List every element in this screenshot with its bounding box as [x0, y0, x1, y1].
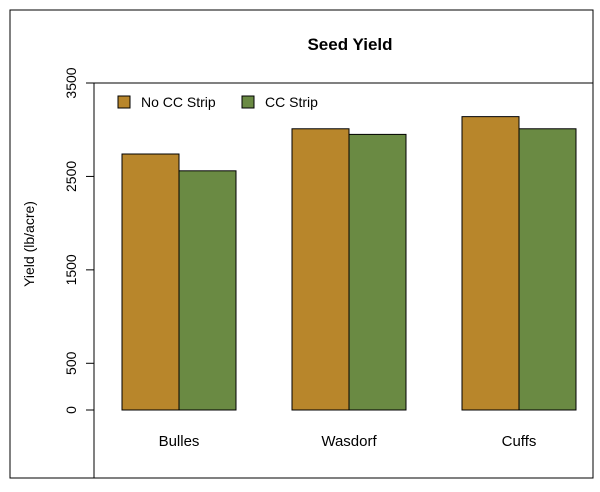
category-label: Wasdorf	[321, 433, 377, 450]
bar-cuffs-series-1	[518, 128, 577, 411]
bars-group	[121, 116, 577, 411]
legend-label: CC Strip	[265, 94, 318, 110]
bar-wasdorf-series-1	[348, 133, 407, 411]
bar-wasdorf-series-0	[291, 128, 350, 411]
chart-title: Seed Yield	[307, 35, 392, 54]
y-tick-label: 500	[63, 351, 79, 375]
bar-bulles-series-0	[121, 153, 180, 411]
bar-cuffs-series-0	[461, 116, 520, 411]
y-axis-title: Yield (lb/acre)	[21, 201, 37, 287]
legend-swatch	[117, 95, 131, 109]
category-label: Bulles	[159, 433, 200, 450]
y-tick-label: 1500	[63, 254, 79, 285]
legend: No CC Strip CC Strip	[117, 94, 318, 110]
y-tick-label: 0	[63, 406, 79, 414]
category-labels: Bulles Wasdorf Cuffs	[159, 433, 537, 450]
legend-label: No CC Strip	[141, 94, 216, 110]
legend-swatch	[241, 95, 255, 109]
y-axis-ticks: 0 500 1500 2500 3500	[63, 67, 94, 414]
y-tick-label: 2500	[63, 161, 79, 192]
category-label: Cuffs	[502, 433, 537, 450]
bar-bulles-series-1	[178, 170, 237, 411]
y-tick-label: 3500	[63, 67, 79, 98]
